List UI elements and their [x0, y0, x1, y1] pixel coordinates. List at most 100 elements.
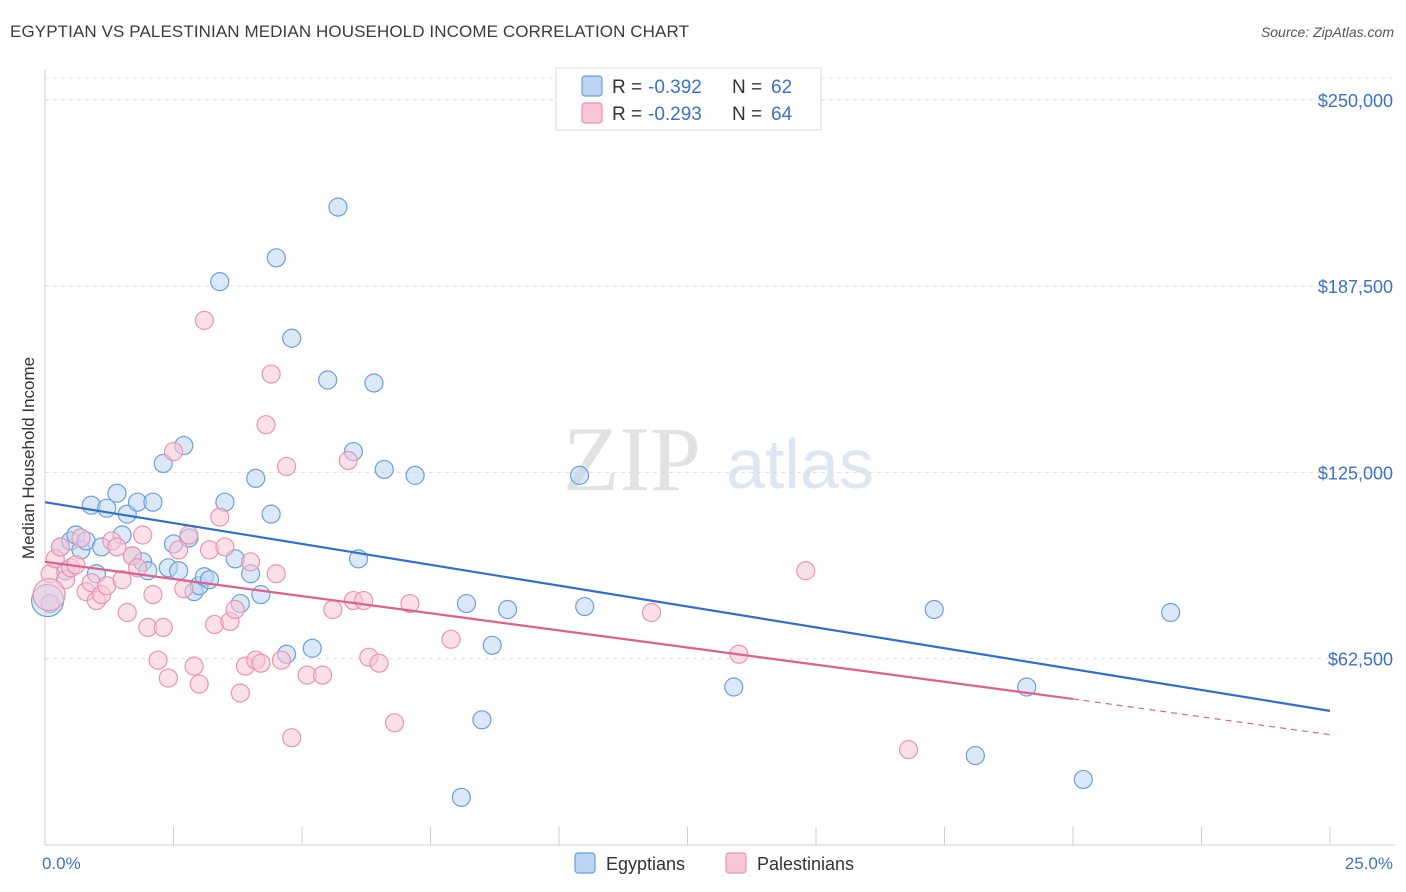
palestinian-point-53 — [354, 590, 374, 611]
palestinian-point-51 — [338, 450, 358, 471]
legend-r-label-2: R = — [612, 104, 642, 125]
palestinian-point-45 — [271, 650, 292, 670]
palestinian-point-2 — [50, 537, 71, 557]
palestinian-point-46 — [276, 456, 297, 477]
bottom-legend-swatch-egyptians — [574, 852, 596, 874]
palestinian-point-18 — [133, 525, 153, 545]
palestinian-point-47 — [282, 728, 302, 748]
palestinian-point-37 — [230, 683, 250, 703]
legend-swatch-palestinians — [581, 102, 603, 124]
chart-source: Source: ZipAtlas.com — [1260, 24, 1394, 40]
palestinian-point-29 — [189, 674, 209, 694]
palestinian-point-58 — [441, 629, 461, 649]
egyptian-point-57 — [965, 745, 985, 766]
bottom-legend-swatch-palestinians — [725, 852, 747, 874]
palestinian-point-42 — [256, 415, 276, 435]
egyptian-point-53 — [569, 465, 590, 485]
egyptian-point-34 — [246, 468, 266, 488]
x-tick-label-0: 0.0% — [42, 854, 81, 873]
legend-r-label-1: R = — [612, 77, 642, 98]
watermark-atlas: atlas — [726, 425, 874, 503]
egyptian-point-46 — [374, 459, 394, 480]
palestinian-point-14 — [112, 570, 132, 590]
egyptian-point-37 — [266, 248, 286, 268]
palestinian-point-39 — [241, 552, 261, 572]
palestinian-point-13 — [107, 537, 127, 557]
palestinian-point-44 — [266, 564, 286, 584]
egyptian-point-52 — [498, 599, 518, 620]
legend-swatch-egyptians — [581, 75, 603, 97]
trend-lines — [44, 501, 1331, 736]
palestinian-point-34 — [215, 537, 235, 557]
egyptian-point-18 — [143, 492, 163, 512]
egyptian-point-29 — [210, 272, 230, 292]
palestinian-point-21 — [148, 650, 168, 670]
egyptian-point-60 — [1161, 602, 1181, 623]
y-tick-label-0: $62,500 — [1328, 650, 1393, 670]
legend-r-value-1: -0.392 — [648, 77, 702, 98]
trend-line-palestinians — [44, 560, 1074, 701]
palestinian-point-62 — [898, 740, 919, 760]
y-tick-label-1: $125,000 — [1318, 463, 1393, 483]
egyptian-point-41 — [318, 370, 338, 390]
egyptian-point-48 — [451, 787, 471, 807]
chart-title: EGYPTIAN VS PALESTINIAN MEDIAN HOUSEHOLD… — [10, 22, 690, 41]
palestinian-point-63 — [32, 578, 66, 612]
egyptian-point-22 — [169, 561, 189, 581]
egyptian-point-28 — [199, 570, 220, 590]
egyptian-point-45 — [364, 373, 384, 393]
trend-line-egyptians — [44, 501, 1331, 712]
y-tick-label-3: $250,000 — [1318, 91, 1393, 111]
palestinian-point-17 — [127, 558, 148, 578]
bottom-legend-palestinians: Palestinians — [757, 854, 854, 874]
palestinian-point-25 — [169, 540, 189, 560]
palestinian-point-28 — [184, 656, 204, 676]
egyptian-point-56 — [924, 599, 944, 620]
y-tick-labels: $62,500 $125,000 $187,500 $250,000 — [1318, 91, 1393, 670]
palestinian-point-26 — [174, 579, 194, 599]
palestinian-point-23 — [158, 668, 178, 688]
palestinian-point-41 — [251, 653, 271, 673]
watermark: ZIP atlas — [563, 408, 874, 510]
legend-n-value-2: 64 — [771, 104, 793, 125]
palestinian-point-27 — [179, 525, 199, 545]
legend-n-label-1: N = — [732, 77, 762, 98]
egyptian-point-42 — [328, 197, 348, 217]
palestinian-point-33 — [210, 507, 230, 527]
egyptian-point-36 — [261, 504, 281, 524]
x-tick-labels: 0.0% 25.0% — [42, 854, 1393, 873]
palestinian-point-57 — [400, 593, 420, 614]
x-tick-label-1: 25.0% — [1345, 854, 1393, 873]
egyptian-point-54 — [575, 596, 595, 617]
egyptian-point-50 — [472, 710, 492, 730]
palestinian-point-24 — [163, 441, 184, 462]
legend-n-label-2: N = — [732, 104, 762, 125]
palestinian-point-30 — [194, 310, 214, 330]
palestinian-point-15 — [117, 602, 137, 623]
palestinian-point-56 — [384, 713, 405, 733]
series-palestinians — [32, 310, 919, 760]
bottom-legend-egyptians: Egyptians — [606, 854, 685, 874]
palestinian-point-6 — [71, 528, 91, 548]
egyptian-point-47 — [405, 465, 425, 485]
palestinian-point-61 — [796, 561, 816, 581]
axes — [44, 70, 1395, 846]
egyptian-point-35 — [251, 585, 271, 605]
palestinian-point-43 — [261, 364, 281, 384]
egyptian-point-49 — [456, 593, 477, 614]
legend-n-value-1: 62 — [771, 77, 792, 98]
bottom-legend: Egyptians Palestinians — [574, 852, 854, 874]
legend: R = -0.392 N = 62 R = -0.293 N = 64 — [555, 67, 822, 131]
palestinian-point-49 — [312, 665, 333, 685]
egyptian-point-39 — [282, 328, 302, 348]
palestinian-point-36 — [225, 599, 245, 620]
egyptian-point-59 — [1073, 769, 1093, 790]
egyptian-point-40 — [302, 638, 322, 658]
palestinian-point-55 — [369, 653, 389, 673]
palestinian-point-59 — [641, 602, 662, 623]
palestinian-point-22 — [153, 617, 173, 638]
egyptian-point-51 — [482, 635, 502, 655]
y-axis-title: Median Household Income — [19, 357, 38, 559]
egyptian-point-11 — [107, 483, 127, 503]
